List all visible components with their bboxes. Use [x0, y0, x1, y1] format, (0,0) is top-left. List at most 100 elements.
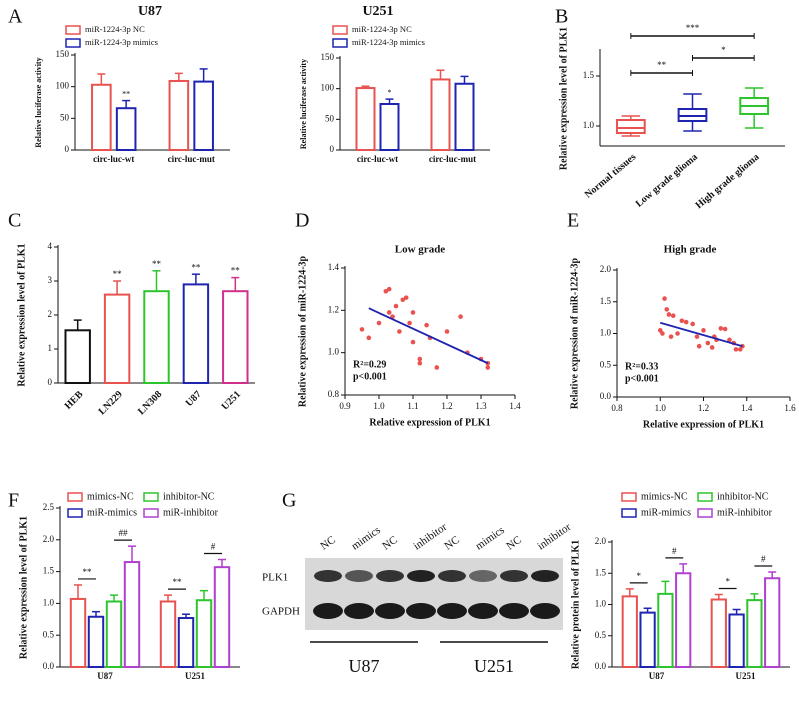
y-axis-label: Relative expression of miR-1224-3p	[569, 257, 580, 409]
bar	[430, 78, 451, 151]
point	[407, 320, 412, 326]
bar	[764, 577, 781, 668]
y-tick-label: 2.0	[600, 264, 612, 274]
x-tick-label: 0.9	[339, 401, 351, 411]
legend-label: miR-1224-3p NC	[352, 24, 412, 34]
protein-label: PLK1	[262, 572, 288, 584]
bar	[91, 83, 112, 151]
point	[696, 343, 702, 349]
bar	[123, 561, 141, 668]
bar	[454, 82, 475, 151]
bar	[639, 611, 656, 668]
bar	[159, 600, 177, 669]
y-tick-label: 0	[65, 144, 70, 154]
y-axis-label: Relative luciferase activity	[34, 57, 43, 147]
point	[393, 303, 399, 309]
bar	[710, 598, 727, 668]
y-tick-label: 1.0	[43, 597, 55, 607]
y-tick-label: 50	[60, 112, 70, 122]
significance: **	[191, 262, 201, 272]
bar	[103, 293, 131, 385]
x-tick-label: 1.3	[475, 401, 487, 411]
x-tick-label: 1.4	[509, 401, 521, 411]
y-tick-label: 2.5	[43, 502, 55, 512]
panel-letter: D	[295, 210, 309, 232]
band	[500, 570, 528, 582]
point	[660, 331, 665, 336]
band	[375, 603, 405, 619]
x-tick-label: HEB	[63, 389, 86, 412]
x-tick-label: LN308	[136, 389, 164, 417]
legend-swatch	[65, 38, 81, 48]
y-tick-label: 100	[321, 83, 335, 93]
chart-title: Low grade	[395, 244, 446, 256]
legend-swatch	[332, 25, 348, 35]
lane-label: inhibitor	[535, 521, 573, 553]
point	[376, 320, 382, 326]
y-tick-label: 0.0	[600, 391, 612, 401]
bar	[728, 613, 745, 668]
x-tick-label: High grade glioma	[694, 152, 762, 211]
point	[403, 295, 409, 300]
panel-letter: A	[8, 6, 23, 28]
y-tick-label: 1.2	[328, 304, 339, 314]
y-tick-label: 0.5	[600, 359, 612, 369]
x-tick-label: 1.0	[373, 401, 385, 411]
x-tick-label: 1.2	[441, 401, 452, 411]
panel-letter: G	[282, 490, 296, 512]
significance: *	[636, 571, 641, 581]
bar	[143, 290, 170, 385]
bar	[213, 566, 231, 669]
point	[666, 312, 672, 317]
y-axis-label: Relative protein level of PLK1	[570, 540, 581, 669]
point	[718, 326, 724, 331]
band	[437, 603, 467, 619]
y-tick-label: 150	[321, 52, 335, 62]
legend-swatch	[621, 508, 637, 518]
point	[675, 331, 680, 336]
point	[397, 329, 402, 334]
legend-swatch	[143, 508, 159, 518]
box	[615, 119, 646, 134]
chart-title: U87	[138, 4, 162, 19]
legend-swatch	[332, 38, 348, 48]
point	[485, 365, 491, 370]
annotation: p<0.001	[625, 373, 659, 384]
significance: #	[211, 542, 216, 552]
significance: ***	[686, 23, 700, 33]
significance: **	[152, 259, 162, 269]
significance: ##	[119, 528, 129, 538]
panel-letter: F	[8, 490, 19, 512]
significance: **	[173, 577, 183, 587]
point	[400, 297, 406, 303]
band	[345, 570, 373, 582]
x-tick-label: U87	[649, 671, 665, 681]
bar	[87, 615, 105, 668]
bar	[621, 595, 638, 668]
point	[709, 345, 715, 350]
y-tick-label: 3	[48, 275, 53, 285]
y-tick-label: 1.5	[595, 567, 607, 577]
lane-label: mimics	[349, 524, 382, 552]
x-tick-label: circ-luc-wt	[357, 154, 398, 164]
y-tick-label: 2.0	[43, 534, 55, 544]
x-tick-label: U251	[736, 671, 756, 681]
fit-line	[368, 307, 489, 365]
bar	[168, 79, 190, 151]
chart-title: U251	[362, 4, 393, 19]
point	[383, 288, 389, 294]
x-tick-label: U251	[185, 671, 205, 681]
legend-swatch	[67, 508, 83, 518]
x-tick-label: U87	[97, 671, 113, 681]
significance: **	[83, 567, 93, 577]
point	[668, 334, 674, 339]
y-tick-label: 0.5	[43, 629, 55, 639]
significance: **	[657, 60, 667, 70]
x-tick-label: 1.6	[784, 403, 796, 413]
x-axis-label: Relative expression of PLK1	[369, 417, 490, 428]
bar	[177, 617, 195, 669]
point	[664, 307, 670, 312]
bar	[675, 572, 692, 668]
legend-label: mimics-NC	[87, 491, 134, 502]
y-tick-label: 0.5	[595, 630, 607, 640]
